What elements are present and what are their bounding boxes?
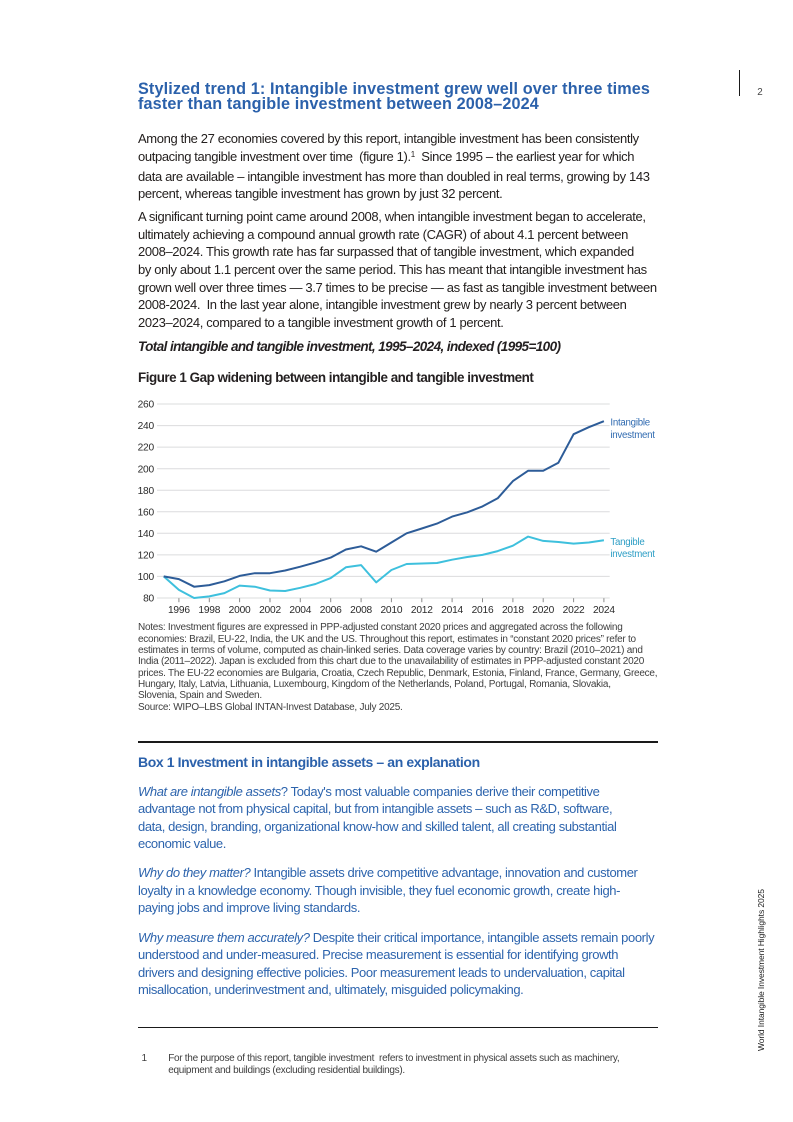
svg-text:1996: 1996	[168, 605, 190, 616]
svg-text:Tangible: Tangible	[610, 537, 644, 548]
svg-text:100: 100	[138, 572, 155, 583]
svg-text:2018: 2018	[502, 605, 524, 616]
svg-text:120: 120	[138, 551, 155, 562]
svg-text:240: 240	[138, 421, 155, 432]
svg-text:180: 180	[138, 486, 155, 497]
svg-text:160: 160	[138, 507, 155, 518]
svg-text:2014: 2014	[441, 605, 463, 616]
svg-text:1998: 1998	[198, 605, 220, 616]
svg-text:investment: investment	[610, 549, 655, 560]
svg-text:2008: 2008	[350, 605, 372, 616]
svg-text:2004: 2004	[289, 605, 311, 616]
svg-text:2016: 2016	[472, 605, 494, 616]
svg-text:2020: 2020	[532, 605, 554, 616]
svg-text:140: 140	[138, 529, 155, 540]
svg-text:investment: investment	[610, 430, 655, 441]
svg-text:2022: 2022	[563, 605, 585, 616]
svg-text:2002: 2002	[259, 605, 281, 616]
svg-text:Intangible: Intangible	[610, 418, 650, 429]
svg-text:2006: 2006	[320, 605, 342, 616]
svg-text:80: 80	[143, 594, 154, 605]
svg-text:200: 200	[138, 464, 155, 475]
svg-text:260: 260	[138, 400, 155, 411]
svg-text:2024: 2024	[593, 605, 615, 616]
svg-text:2012: 2012	[411, 605, 433, 616]
svg-text:220: 220	[138, 443, 155, 454]
svg-text:2000: 2000	[229, 605, 251, 616]
svg-text:2010: 2010	[380, 605, 402, 616]
